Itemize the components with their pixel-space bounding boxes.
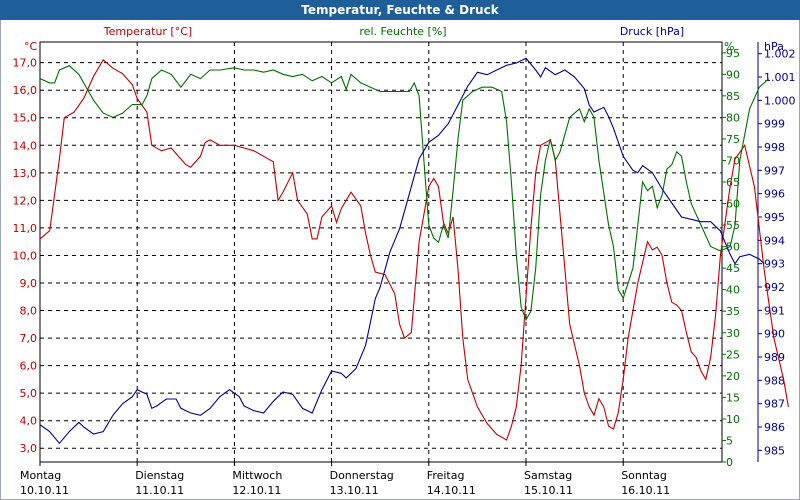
humidity-tick-label: 10 xyxy=(726,413,740,426)
temperature-tick-label: 9,0 xyxy=(20,277,38,290)
date-label: 16.10.11 xyxy=(621,484,670,497)
series-line-temperature xyxy=(39,59,789,441)
temperature-tick-label: 13,0 xyxy=(13,167,38,180)
plot-area xyxy=(39,41,723,463)
pressure-tick-label: 997 xyxy=(764,164,785,177)
date-label: 13.10.11 xyxy=(330,484,379,497)
temperature-tick-label: 6,0 xyxy=(20,360,38,373)
humidity-tick-label: 65 xyxy=(726,176,740,189)
pressure-tick-label: 993 xyxy=(764,258,785,271)
date-label: 11.10.11 xyxy=(135,484,184,497)
pressure-tick-label: 1.002 xyxy=(764,48,796,61)
humidity-axis-label: rel. Feuchte [%] xyxy=(359,25,446,38)
day-label: Donnerstag xyxy=(330,469,394,482)
date-label: 14.10.11 xyxy=(427,484,476,497)
humidity-tick-label: 35 xyxy=(726,305,740,318)
humidity-tick-label: 40 xyxy=(726,284,740,297)
pressure-tick-label: 991 xyxy=(764,304,785,317)
day-label: Mittwoch xyxy=(232,469,282,482)
humidity-tick-label: 25 xyxy=(726,348,740,361)
temperature-tick-label: 7,0 xyxy=(20,332,38,345)
pressure-tick-label: 989 xyxy=(764,351,785,364)
day-label: Freitag xyxy=(427,469,465,482)
temperature-tick-label: 4,0 xyxy=(20,415,38,428)
temperature-tick-label: 14,0 xyxy=(13,139,38,152)
temperature-tick-label: 16,0 xyxy=(13,84,38,97)
date-label: 12.10.11 xyxy=(232,484,281,497)
pressure-tick-label: 996 xyxy=(764,188,785,201)
temperature-tick-label: 11,0 xyxy=(13,222,38,235)
pressure-tick-label: 998 xyxy=(764,141,785,154)
day-label: Samstag xyxy=(524,469,572,482)
humidity-tick-label: 80 xyxy=(726,111,740,124)
humidity-tick-label: 90 xyxy=(726,68,740,81)
temperature-tick-label: 10,0 xyxy=(13,249,38,262)
humidity-tick-label: 85 xyxy=(726,90,740,103)
humidity-tick-label: 0 xyxy=(726,456,733,469)
pressure-tick-label: 992 xyxy=(764,281,785,294)
date-label: 15.10.11 xyxy=(524,484,573,497)
series-line-pressure xyxy=(39,57,765,445)
pressure-tick-label: 987 xyxy=(764,398,785,411)
pressure-tick-label: 1.001 xyxy=(764,71,796,84)
humidity-tick-label: 95 xyxy=(726,47,740,60)
pressure-tick-label: 985 xyxy=(764,444,785,457)
pressure-tick-label: 995 xyxy=(764,211,785,224)
temperature-tick-label: 17,0 xyxy=(13,57,38,70)
pressure-axis-label: Druck [hPa] xyxy=(620,25,684,38)
day-label: Montag xyxy=(20,469,61,482)
pressure-tick-label: 990 xyxy=(764,328,785,341)
humidity-tick-label: 75 xyxy=(726,133,740,146)
pressure-tick-label: 986 xyxy=(764,421,785,434)
chart-title: Temperatur, Feuchte & Druck xyxy=(0,0,800,20)
humidity-tick-label: 70 xyxy=(726,154,740,167)
humidity-tick-label: 5 xyxy=(726,434,733,447)
pressure-tick-label: 994 xyxy=(764,234,785,247)
humidity-tick-label: 20 xyxy=(726,370,740,383)
humidity-tick-label: 30 xyxy=(726,327,740,340)
pressure-tick-label: 988 xyxy=(764,374,785,387)
humidity-tick-label: 15 xyxy=(726,391,740,404)
date-label: 10.10.11 xyxy=(20,484,69,497)
pressure-tick-label: 1.000 xyxy=(764,94,796,107)
temperature-tick-label: 5,0 xyxy=(20,387,38,400)
day-label: Dienstag xyxy=(135,469,184,482)
humidity-tick-label: 45 xyxy=(726,262,740,275)
humidity-tick-label: 55 xyxy=(726,219,740,232)
series-line-humidity xyxy=(39,65,770,322)
humidity-unit: % xyxy=(724,40,734,53)
pressure-tick-label: 999 xyxy=(764,118,785,131)
pressure-unit: hPa xyxy=(764,40,784,53)
temperature-tick-label: 3,0 xyxy=(20,442,38,455)
temperature-tick-label: 8,0 xyxy=(20,305,38,318)
temperature-unit: °C xyxy=(24,40,38,53)
temperature-tick-label: 12,0 xyxy=(13,194,38,207)
humidity-tick-label: 50 xyxy=(726,241,740,254)
temperature-axis-label: Temperatur [°C] xyxy=(103,25,192,38)
temperature-tick-label: 15,0 xyxy=(13,112,38,125)
day-label: Sonntag xyxy=(621,469,667,482)
